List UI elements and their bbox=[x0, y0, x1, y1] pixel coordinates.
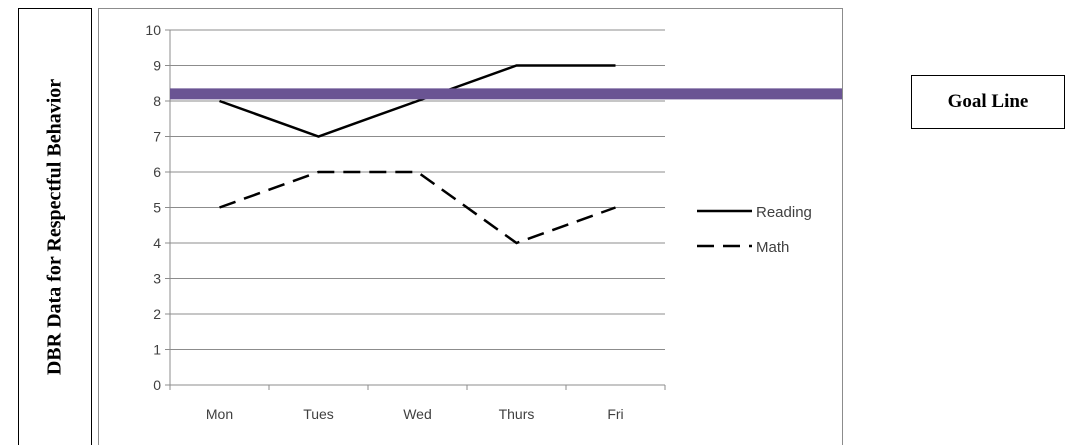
y-tick-label-1: 1 bbox=[153, 342, 161, 358]
y-tick-label-4: 4 bbox=[153, 235, 161, 251]
legend-label-math: Math bbox=[756, 239, 789, 256]
y-tick-label-10: 10 bbox=[145, 22, 161, 38]
y-tick-label-0: 0 bbox=[153, 377, 161, 393]
y-tick-label-8: 8 bbox=[153, 93, 161, 109]
y-tick-label-5: 5 bbox=[153, 200, 161, 216]
chart-frame bbox=[98, 8, 843, 445]
x-tick-label-mon: Mon bbox=[206, 406, 233, 422]
legend-label-reading: Reading bbox=[756, 204, 812, 221]
y-tick-label-2: 2 bbox=[153, 306, 161, 322]
x-tick-label-wed: Wed bbox=[403, 406, 432, 422]
y-tick-label-3: 3 bbox=[153, 271, 161, 287]
y-tick-label-6: 6 bbox=[153, 164, 161, 180]
series-line-reading bbox=[219, 64, 616, 138]
x-tick-label-fri: Fri bbox=[607, 406, 623, 422]
y-tick-label-7: 7 bbox=[153, 129, 161, 145]
x-tick-label-thurs: Thurs bbox=[499, 406, 535, 422]
y-tick-label-9: 9 bbox=[153, 58, 161, 74]
x-tick-label-tues: Tues bbox=[303, 406, 334, 422]
goal-line-label: Goal Line bbox=[947, 91, 1029, 112]
y-axis-title-box: DBR Data for Respectful Behavior bbox=[18, 8, 92, 445]
goal-line-label-box: Goal Line bbox=[911, 75, 1065, 129]
